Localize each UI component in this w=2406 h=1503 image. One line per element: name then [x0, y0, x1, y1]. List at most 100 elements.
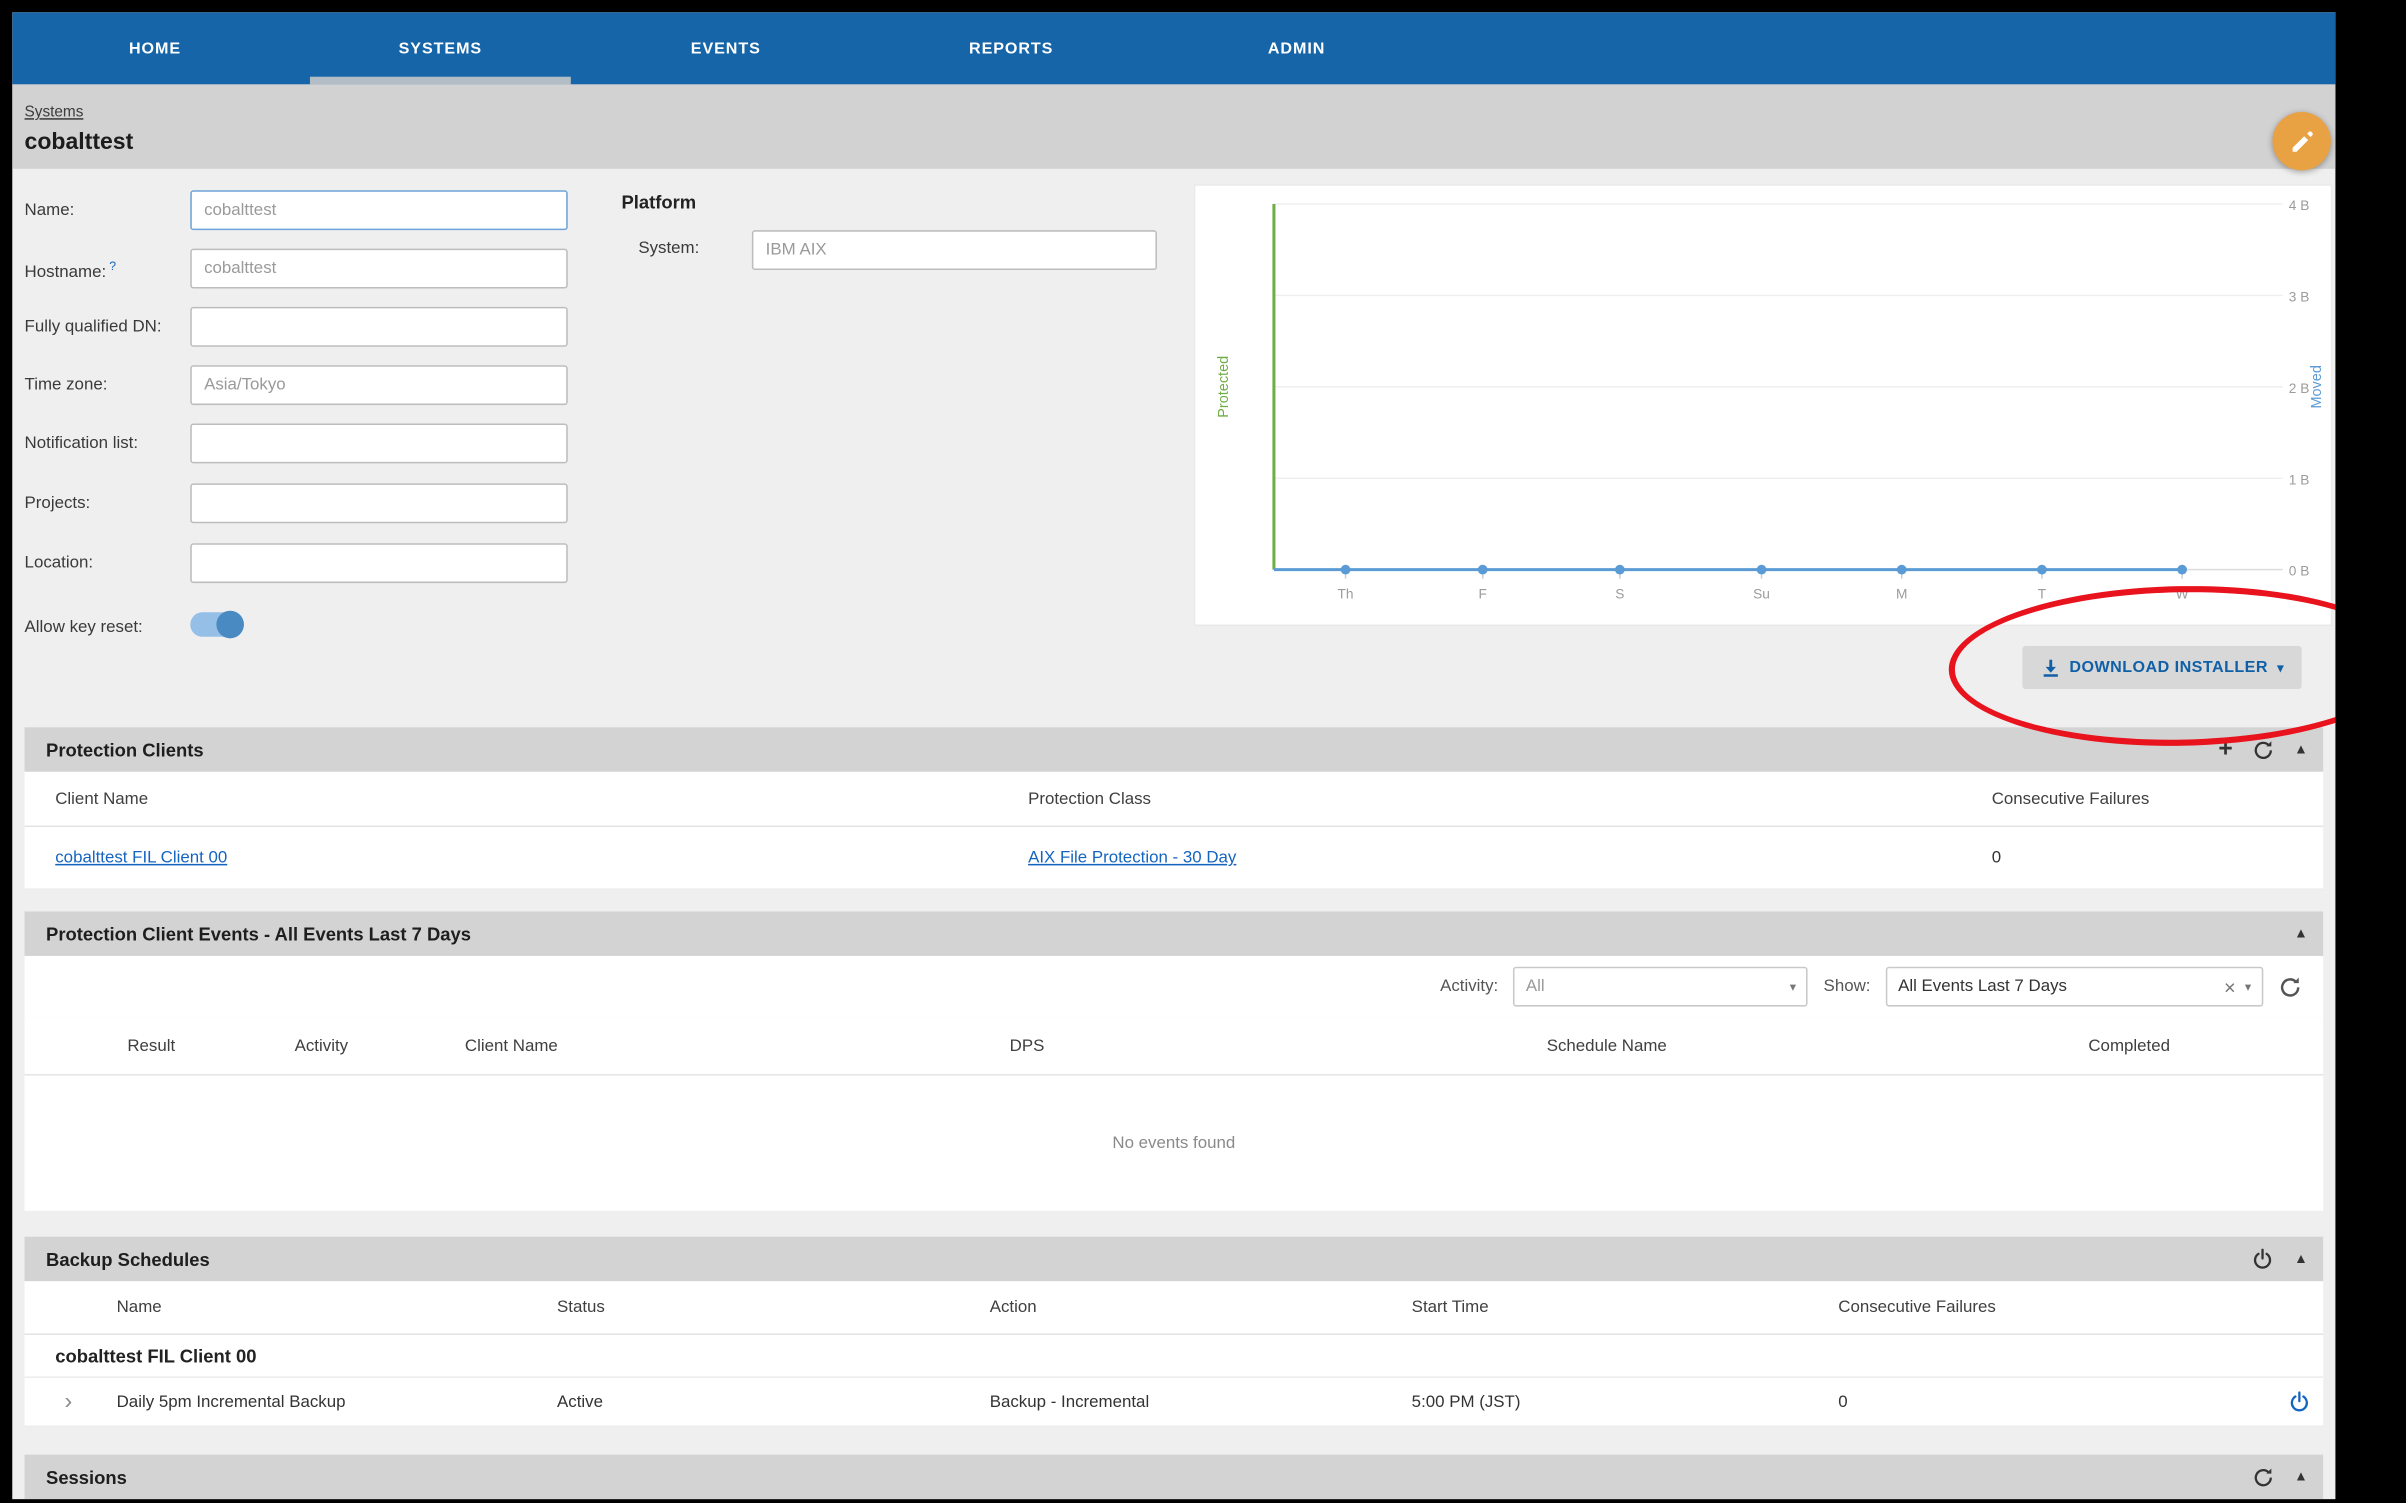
chart-y-tick: 3 B — [2289, 289, 2310, 304]
col-consecutive-failures: Consecutive Failures — [1838, 1298, 1996, 1317]
activity-filter-select[interactable]: All ▾ — [1513, 966, 1809, 1007]
col-activity: Activity — [294, 1036, 349, 1055]
schedule-consecutive-failures: 0 — [1838, 1392, 1848, 1411]
refresh-icon-glyph — [2254, 740, 2273, 759]
col-completed: Completed — [2088, 1036, 2171, 1055]
fqdn-label: Fully qualified DN: — [24, 317, 162, 337]
col-client-name: Client Name — [55, 789, 149, 808]
sessions-header-bar: Sessions ▲ — [24, 1454, 2324, 1500]
allow-key-reset-toggle[interactable] — [190, 610, 244, 639]
refresh-icon-glyph — [2254, 1467, 2273, 1486]
name-input[interactable] — [190, 190, 568, 231]
refresh-icon[interactable] — [2279, 975, 2302, 998]
nav-tab-home[interactable]: HOME — [128, 39, 181, 58]
nav-tab-reports[interactable]: REPORTS — [969, 39, 1054, 58]
protection-class-link[interactable]: AIX File Protection - 30 Day — [1028, 848, 1237, 867]
download-icon — [2043, 658, 2058, 677]
chart-x-label: W — [2176, 587, 2189, 602]
col-result: Result — [127, 1036, 176, 1055]
col-name: Name — [116, 1298, 162, 1317]
location-input[interactable] — [190, 543, 568, 584]
protection-clients-title: Protection Clients — [46, 738, 204, 761]
toggle-knob — [216, 610, 244, 639]
show-filter-select[interactable]: All Events Last 7 Days × ▾ — [1885, 966, 2264, 1007]
page-title: cobalttest — [24, 128, 134, 155]
nav-tab-events[interactable]: EVENTS — [690, 39, 761, 58]
form-row-fqdn: Fully qualified DN: — [12, 306, 595, 347]
schedule-group-header: cobalttest FIL Client 00 — [24, 1334, 2324, 1378]
protection-clients-table: Client Name Protection Class Consecutive… — [24, 771, 2324, 890]
add-client-icon[interactable]: + — [2218, 735, 2233, 762]
show-filter-label: Show: — [1823, 977, 1871, 996]
form-row-name: Name: — [12, 190, 595, 231]
client-events-header-bar: Protection Client Events - All Events La… — [24, 911, 2324, 956]
chart-svg: Th F S Su M T W 4 B 3 B 2 B 1 B 0 B Prot… — [1216, 198, 2325, 602]
system-input[interactable] — [751, 230, 1157, 271]
protected-moved-chart: Th F S Su M T W 4 B 3 B 2 B 1 B 0 B Prot… — [1193, 184, 2333, 627]
caret-down-icon: ▾ — [1789, 979, 1796, 994]
client-events-filters: Activity: All ▾ Show: All Events Last 7 … — [24, 955, 2324, 1018]
collapse-icon[interactable]: ▲ — [2294, 1468, 2308, 1484]
col-schedule-name: Schedule Name — [1546, 1036, 1667, 1055]
moved-axis-label: Moved — [2309, 365, 2325, 408]
client-events-table-header: Result Activity Client Name DPS Schedule… — [24, 1017, 2324, 1076]
collapse-icon[interactable]: ▲ — [2294, 741, 2308, 757]
col-protection-class: Protection Class — [1028, 789, 1151, 808]
sessions-title: Sessions — [46, 1466, 127, 1488]
protection-clients-section: Protection Clients + ▲ Client Name Prote… — [24, 727, 2324, 890]
help-icon: ? — [109, 259, 117, 274]
hostname-label-text: Hostname: — [24, 263, 107, 282]
nav-tab-systems[interactable]: SYSTEMS — [298, 12, 583, 85]
edit-button[interactable] — [2272, 112, 2331, 171]
client-name-link[interactable]: cobalttest FIL Client 00 — [55, 848, 228, 867]
protection-clients-header-bar: Protection Clients + ▲ — [24, 727, 2324, 772]
timezone-input[interactable] — [190, 365, 568, 406]
schedule-start-time: 5:00 PM (JST) — [1411, 1392, 1521, 1411]
schedule-name: Daily 5pm Incremental Backup — [116, 1392, 346, 1411]
form-row-notification-list: Notification list: — [12, 423, 595, 464]
expand-row-icon[interactable]: › — [64, 1388, 73, 1415]
nav-tab-admin[interactable]: ADMIN — [1267, 39, 1326, 58]
protection-clients-table-header: Client Name Protection Class Consecutive… — [24, 772, 2324, 828]
client-events-table: Result Activity Client Name DPS Schedule… — [24, 1017, 2324, 1211]
backup-schedules-title: Backup Schedules — [46, 1248, 210, 1270]
chart-y-tick: 2 B — [2289, 381, 2310, 396]
chart-x-label: Th — [1338, 587, 1354, 602]
collapse-icon[interactable]: ▲ — [2294, 1250, 2308, 1266]
hostname-input[interactable] — [190, 248, 568, 289]
consecutive-failures-value: 0 — [1991, 848, 2002, 867]
chart-y-tick: 1 B — [2289, 472, 2310, 487]
schedule-action: Backup - Incremental — [989, 1392, 1150, 1411]
refresh-icon[interactable] — [2253, 1466, 2274, 1487]
sessions-section: Sessions ▲ — [24, 1454, 2324, 1500]
system-label: System: — [638, 239, 700, 258]
breadcrumb-systems-link[interactable]: Systems — [24, 104, 84, 122]
collapse-icon[interactable]: ▲ — [2294, 925, 2308, 941]
download-installer-label: DOWNLOAD INSTALLER — [2069, 658, 2268, 677]
col-client-name: Client Name — [464, 1036, 558, 1055]
refresh-icon[interactable] — [2253, 739, 2274, 760]
backup-schedules-header-bar: Backup Schedules ▲ — [24, 1236, 2324, 1282]
refresh-icon-glyph — [2280, 976, 2300, 996]
chart-y-tick: 4 B — [2289, 198, 2310, 213]
schedule-status: Active — [557, 1392, 603, 1411]
fqdn-input[interactable] — [190, 306, 568, 347]
notification-list-label: Notification list: — [24, 434, 139, 453]
no-events-message: No events found — [1112, 1133, 1236, 1153]
app-window: HOME SYSTEMS EVENTS REPORTS ADMIN System… — [12, 12, 2336, 1500]
schedule-power-toggle[interactable] — [2262, 1390, 2323, 1413]
download-installer-button[interactable]: DOWNLOAD INSTALLER ▾ — [2022, 645, 2302, 689]
clear-filter-icon[interactable]: × — [2224, 975, 2236, 999]
allow-key-reset-label: Allow key reset: — [24, 618, 143, 637]
location-label: Location: — [24, 553, 94, 573]
notification-list-input[interactable] — [190, 423, 568, 464]
backup-schedules-section: Backup Schedules ▲ Name Status Action St… — [24, 1236, 2324, 1428]
projects-input[interactable] — [190, 483, 568, 524]
col-status: Status — [557, 1298, 605, 1317]
col-action: Action — [989, 1298, 1037, 1317]
backup-schedules-table-header: Name Status Action Start Time Consecutiv… — [24, 1281, 2324, 1335]
power-icon[interactable] — [2251, 1247, 2274, 1270]
projects-label: Projects: — [24, 494, 91, 513]
platform-heading: Platform — [621, 191, 697, 214]
